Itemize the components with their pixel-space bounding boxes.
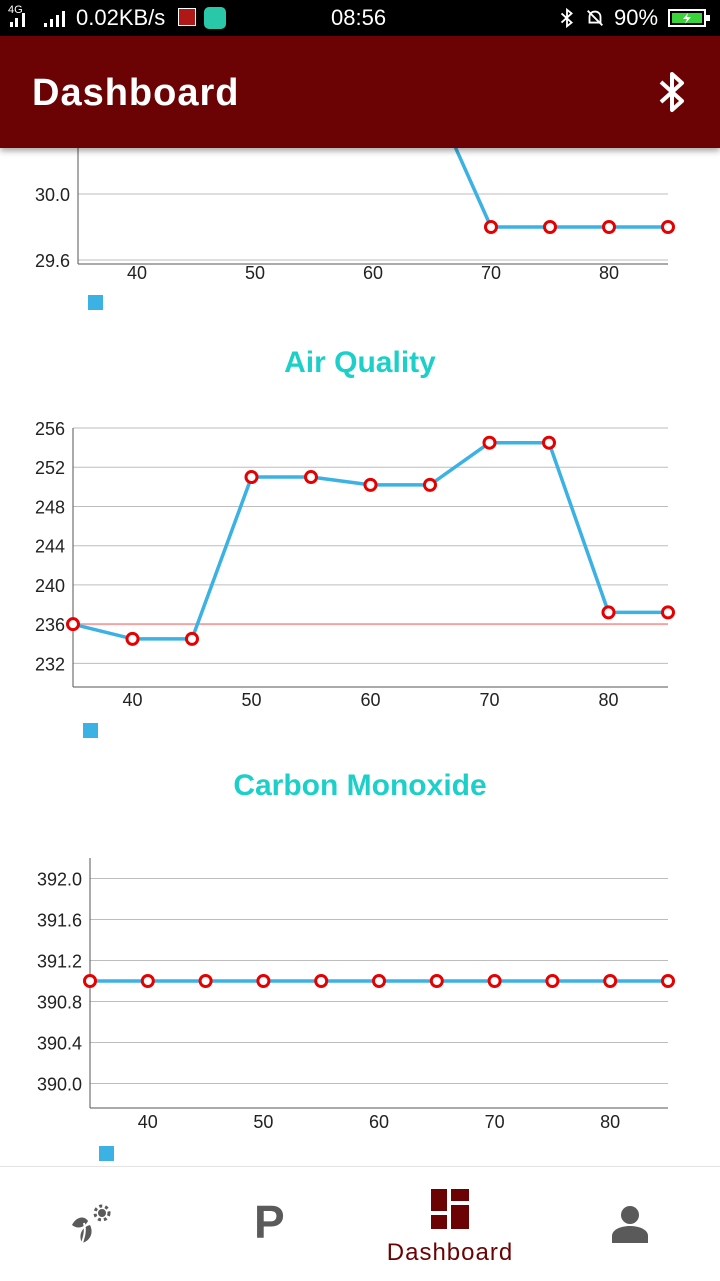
notification-app-icon [178,8,196,26]
y-tick-label: 256 [35,419,65,439]
y-tick-label: 240 [35,576,65,596]
battery-level: 90% [614,5,659,30]
data-point [304,470,318,485]
signal-icon [10,11,65,27]
x-tick-label: 60 [360,690,380,710]
x-tick-label: 80 [598,690,618,710]
data-point [484,220,498,234]
x-tick-label: 40 [138,1112,158,1132]
data-point [603,974,618,988]
data-point [482,435,497,450]
nav-item-dashboard[interactable]: Dashboard [360,1167,540,1281]
x-tick-label: 50 [241,690,261,710]
data-point [423,477,437,492]
data-point [314,974,329,988]
bluetooth-icon [659,72,684,112]
series-line [453,148,668,229]
data-point [601,605,616,620]
legend-swatch [88,295,103,310]
x-tick-label: 50 [253,1112,273,1132]
data-point [244,470,259,485]
data-point [140,974,155,988]
x-tick-label: 70 [485,1112,505,1132]
network-speed: 0.02KB/s [76,5,166,30]
data-point [542,435,556,450]
bottom-nav: P Dashboard [0,1166,720,1281]
data-point [185,631,199,646]
page-title: Dashboard [32,72,240,114]
data-point [545,974,560,988]
y-tick-label: 248 [35,497,65,517]
person-icon [612,1206,648,1243]
nav-item-profile[interactable] [540,1167,720,1281]
data-point [543,220,557,234]
y-tick-label: 236 [35,615,65,635]
air-quality-chart: 256 252 248 244 240 236 232 40 50 60 70 80 [35,419,675,738]
dashboard-icon [431,1189,469,1229]
y-tick-label: 232 [35,654,65,674]
app-bar: Dashboard [0,36,720,148]
x-tick-label: 70 [479,690,499,710]
series-line [72,440,668,641]
x-tick-label: 70 [481,263,501,283]
nav-label-dashboard: Dashboard [386,1239,514,1266]
y-tick-label: 244 [35,537,65,557]
data-point [363,477,378,492]
data-point [487,974,502,988]
y-tick-label: 392.0 [37,870,82,890]
y-tick-label: 390.8 [37,993,82,1013]
x-tick-label: 50 [245,263,265,283]
muted-bell-icon [587,10,603,26]
bluetooth-button[interactable] [652,70,692,114]
network-type: 4G [8,4,23,16]
x-tick-label: 60 [369,1112,389,1132]
battery-charging-icon [668,9,710,27]
x-tick-label: 80 [600,1112,620,1132]
y-tick-label: 391.2 [37,952,82,972]
y-tick-label: 391.6 [37,911,82,931]
y-tick-label: 30.0 [35,185,70,205]
y-tick-label: 252 [35,458,65,478]
nav-item-plant[interactable] [0,1167,180,1281]
clock: 08:56 [331,5,387,30]
data-point [256,974,271,988]
data-point [661,220,675,234]
plant-icon [72,1204,111,1244]
data-point [602,220,616,234]
bluetooth-icon [560,7,573,29]
x-tick-label: 60 [363,263,383,283]
carbon-monoxide-title: Carbon Monoxide [233,769,487,802]
data-point [661,974,675,988]
location-app-icon [204,7,226,29]
legend-swatch [83,723,98,738]
y-tick-label: 390.4 [37,1034,82,1054]
data-point [125,631,140,646]
data-point [372,974,386,988]
x-tick-label: 80 [599,263,619,283]
data-point [83,974,97,988]
data-point [66,617,80,632]
x-tick-label: 40 [122,690,142,710]
data-point [198,974,213,988]
x-tick-label: 40 [127,263,147,283]
parking-icon: P [254,1196,285,1248]
data-point [429,974,444,988]
status-bar: 4G 0.02KB/s 08:56 90% [0,0,720,36]
y-tick-label: 29.6 [35,251,70,271]
y-tick-label: 390.0 [37,1075,82,1095]
data-point [661,605,675,620]
legend-swatch [99,1146,114,1161]
carbon-monoxide-chart: 392.0 391.6 391.2 390.8 390.4 390.0 40 50 60 70 80 [37,858,675,1161]
air-quality-title: Air Quality [284,346,436,379]
nav-item-parking[interactable]: P [180,1167,360,1281]
